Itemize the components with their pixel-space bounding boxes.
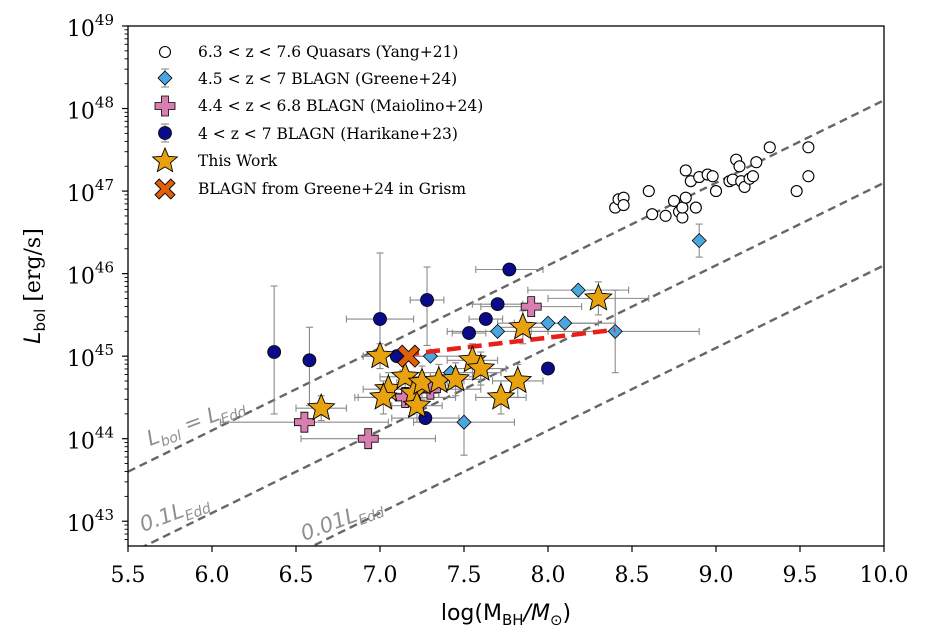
x-axis-title: log(MBH/M⊙) [441,601,571,629]
yang-point [676,211,689,224]
legend-label-yang: 6.3 < z < 7.6 Quasars (Yang+21) [198,43,458,61]
this-work-point [583,283,613,311]
harikane-point [502,262,517,277]
y-tick-label: 1048 [67,94,114,125]
legend-label-maiolino: 4.4 < z < 6.8 BLAGN (Maiolino+24) [198,97,483,115]
yang-point [646,208,659,221]
this-work-point [503,365,533,394]
this-work-point [508,312,538,340]
harikane-point [478,312,493,326]
this-work-point [441,364,471,392]
harikane-point [267,345,282,359]
x-tick-label: 8.5 [615,563,650,588]
yang-point [802,170,815,183]
yang-point [676,201,689,214]
harikane-point [541,361,555,376]
y-tick-label: 1046 [67,259,114,290]
greene-point [691,233,707,249]
yang-point [802,141,815,154]
y-axis-title: Lbol [erg/s] [21,228,49,344]
yang-point [746,170,760,183]
legend-label-harikane: 4 < z < 7 BLAGN (Harikane+23) [198,125,458,143]
y-tick-label: 1047 [67,176,114,207]
ticks: 5.5 6.0 6.5 7.0 7.5 8.0 8.5 9.0 9.5 10.0 1043 1044 1… [67,11,909,588]
yang-point [667,194,681,208]
legend-label-greene: 4.5 < z < 7 BLAGN (Greene+24) [198,70,457,88]
yang-point [689,201,702,214]
x-tick-label: 5.5 [111,563,146,588]
legend-label-this-work: This Work [198,152,278,170]
eddington-line [128,99,884,473]
y-tick-label: 1045 [67,341,114,372]
yang-point [750,156,763,169]
x-tick-label: 10.0 [860,563,909,588]
legend-marker-this-work [151,146,179,173]
this-work-point [486,382,516,410]
grism-point [396,344,421,368]
this-work-point [466,353,496,381]
this-work-point [365,340,395,369]
y-tick-label: 1043 [67,506,114,537]
yang-point [679,191,692,204]
x-tick-label: 7.0 [363,563,398,588]
eddington-line [310,264,884,546]
yang-point [617,199,630,212]
yang-point [642,185,655,198]
this-work-point [368,382,398,410]
label-ledd: Lbol = LEdd [143,392,249,454]
yang-point [733,160,746,173]
yang-point [706,170,719,183]
maiolino-point [357,428,379,450]
greene-point [490,323,506,339]
yang-point [679,164,692,177]
legend-marker-maiolino [154,95,176,117]
x-tick-label: 7.5 [447,563,482,588]
maiolino-point [520,296,542,318]
harikane-point [420,293,434,307]
y-tick-label: 1049 [67,11,114,42]
greene-point [540,315,556,331]
yang-point [790,185,803,198]
legend-label-grism: BLAGN from Greene+24 in Grism [198,180,466,198]
harikane-point [373,312,387,326]
x-tick-label: 8.0 [531,563,566,588]
legend: 6.3 < z < 7.6 Quasars (Yang+21) 4.5 < z … [151,43,483,200]
markers [267,141,815,450]
y-tick-label: 1044 [67,424,114,455]
harikane-point [462,326,476,340]
legend-marker-yang [158,45,172,59]
legend-marker-greene [157,68,173,88]
harikane-point [490,297,505,312]
this-work-point [402,390,432,418]
x-tick-label: 9.5 [783,563,818,588]
legend-marker-grism [154,178,176,200]
legend-marker-harikane [158,123,172,143]
x-tick-label: 6.0 [195,563,230,588]
yang-point [709,185,723,198]
x-tick-label: 9.0 [699,563,734,588]
this-work-point [390,361,420,390]
x-tick-label: 6.5 [279,563,314,588]
harikane-point [302,353,317,368]
maiolino-point [294,411,315,433]
greene-point [570,282,586,298]
this-work-point [306,392,336,421]
harikane-point [389,349,404,364]
fit-line [404,327,616,357]
greene-point [557,315,573,331]
yang-point [763,141,776,154]
yang-point [659,209,672,222]
greene-point [456,414,472,430]
